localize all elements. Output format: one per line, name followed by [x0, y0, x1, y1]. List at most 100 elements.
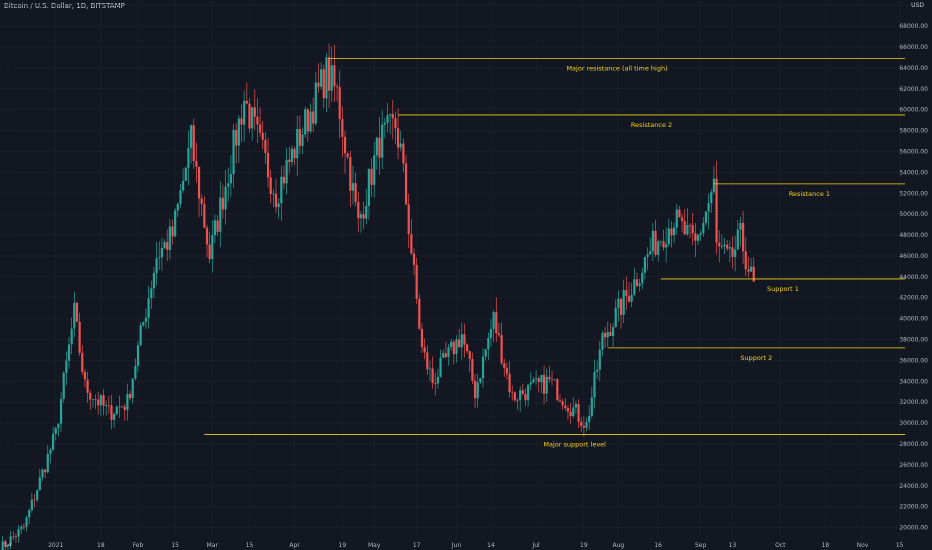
currency-label: USD	[911, 2, 924, 9]
time-tick-label: 15	[896, 542, 904, 549]
candle	[577, 403, 580, 422]
price-tick-label: 26000.00	[899, 462, 928, 469]
price-axis[interactable]: 20000.00 22000.00 24000.00 26000.00 28000.00…	[899, 23, 928, 531]
candle	[598, 349, 601, 370]
candle	[601, 332, 604, 350]
price-tick-label: 54000.00	[899, 169, 928, 176]
candle	[649, 251, 652, 255]
candle	[89, 392, 92, 400]
time-tick-label: 18	[97, 542, 105, 549]
time-tick-label: Aug	[613, 542, 625, 549]
candle	[593, 371, 596, 398]
candle	[81, 352, 84, 372]
candle	[386, 115, 389, 123]
candle	[497, 333, 501, 336]
time-tick-label: Apr	[289, 542, 300, 549]
candle	[630, 294, 633, 302]
candle	[553, 379, 556, 380]
candle	[171, 226, 174, 237]
candle	[431, 368, 434, 383]
candle	[508, 373, 511, 393]
level-label: Support 1	[767, 285, 799, 293]
candle	[320, 69, 323, 87]
candle	[102, 395, 105, 406]
level-label: Major support level	[543, 441, 606, 449]
price-tick-label: 50000.00	[899, 211, 928, 218]
candle	[590, 397, 593, 416]
candle	[378, 137, 381, 158]
price-tick-label: 44000.00	[899, 274, 928, 281]
price-tick-label: 20000.00	[899, 525, 928, 532]
candle	[654, 230, 657, 255]
candle	[317, 82, 320, 87]
candle	[30, 499, 33, 511]
candle	[179, 190, 182, 204]
candle	[86, 379, 89, 393]
candle	[447, 347, 450, 357]
candle	[83, 371, 87, 380]
price-tick-label: 60000.00	[899, 107, 928, 114]
candle	[527, 384, 530, 401]
candle	[481, 356, 485, 379]
candle	[625, 290, 628, 297]
candle	[569, 411, 572, 417]
time-tick-label: 17	[413, 542, 421, 549]
candle	[168, 226, 171, 250]
candle	[731, 247, 734, 257]
candle	[688, 225, 692, 226]
candle	[113, 414, 116, 420]
candle	[298, 129, 301, 146]
candle	[158, 257, 161, 259]
candle	[710, 192, 713, 204]
candle	[359, 214, 363, 219]
candle	[412, 253, 416, 265]
time-tick-label: Jun	[451, 542, 462, 549]
candle	[99, 395, 102, 406]
candle	[683, 221, 686, 235]
time-axis[interactable]: 14 2021 18 Feb 15 Mar 15 Apr 19 May 17 Jun 14 Jul 19 Au…	[4, 542, 904, 549]
time-tick-label: 15	[246, 542, 254, 549]
candle	[394, 118, 397, 129]
candle	[704, 211, 708, 223]
candle	[383, 122, 386, 125]
candle	[540, 374, 543, 382]
candle	[659, 241, 662, 242]
price-tick-label: 24000.00	[899, 483, 928, 490]
candle	[673, 227, 676, 236]
candle	[327, 57, 331, 91]
candles	[0, 43, 755, 550]
candle	[341, 119, 344, 137]
candle	[391, 114, 394, 119]
candle	[627, 296, 631, 302]
candle	[261, 132, 264, 140]
candle	[115, 406, 118, 415]
candle	[211, 235, 214, 260]
time-tick-label: 15	[171, 542, 179, 549]
candle	[534, 378, 538, 380]
candle	[460, 334, 463, 348]
time-tick-label: 2021	[48, 542, 63, 549]
candle	[574, 403, 578, 408]
price-tick-label: 56000.00	[899, 148, 928, 155]
candle	[643, 256, 647, 273]
candle	[126, 393, 129, 410]
candle	[410, 234, 413, 254]
candle	[455, 339, 458, 355]
candle	[638, 283, 641, 286]
candle	[94, 399, 97, 401]
candle	[139, 325, 142, 346]
time-tick-label: Jul	[531, 542, 540, 549]
candle	[46, 453, 49, 473]
candle	[415, 264, 418, 299]
candle	[622, 290, 625, 315]
candle	[606, 331, 609, 338]
price-tick-label: 36000.00	[899, 357, 928, 364]
price-tick-label: 32000.00	[899, 399, 928, 406]
time-tick-label: 14	[4, 542, 12, 549]
candle	[500, 335, 503, 364]
candle	[407, 204, 410, 235]
candle	[343, 136, 347, 154]
candle	[174, 210, 177, 237]
chart-grid	[0, 0, 905, 538]
